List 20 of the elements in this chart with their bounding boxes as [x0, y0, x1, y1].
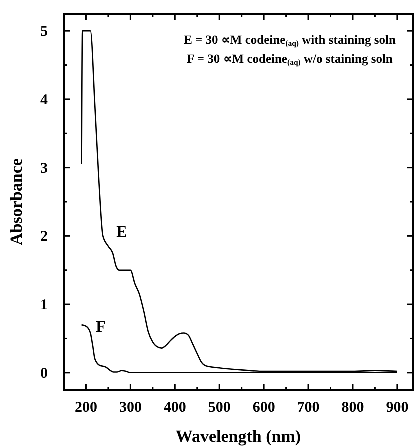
y-tick-label: 1 — [40, 298, 48, 314]
annotation: E — [116, 224, 128, 241]
x-tick-label: 400 — [164, 400, 186, 416]
annotation: F = 30 ∝M codeine$_{(aq)}$ w/o staining soln — [187, 52, 393, 68]
y-axis-title: Absorbance — [7, 158, 26, 246]
annotation: E = 30 ∝M codeine$_{(aq)}$ with staining soln — [184, 33, 396, 48]
x-tick-label: 900 — [386, 400, 409, 416]
x-tick-label: 800 — [342, 400, 364, 416]
y-tick-label: 4 — [40, 92, 48, 108]
annotation: F — [96, 319, 106, 336]
x-tick-label: 200 — [74, 400, 98, 416]
y-tick-label: 0 — [40, 366, 48, 382]
x-tick-label: 500 — [208, 400, 231, 416]
x-axis-title: Wavelength (nm) — [176, 427, 302, 446]
x-tick-label: 300 — [119, 400, 142, 416]
y-tick-label: 5 — [40, 24, 48, 40]
y-tick-label: 3 — [40, 160, 48, 177]
y-tick-label: 2 — [40, 229, 48, 246]
x-tick-label: 600 — [252, 400, 276, 416]
x-tick-label: 700 — [297, 400, 320, 416]
